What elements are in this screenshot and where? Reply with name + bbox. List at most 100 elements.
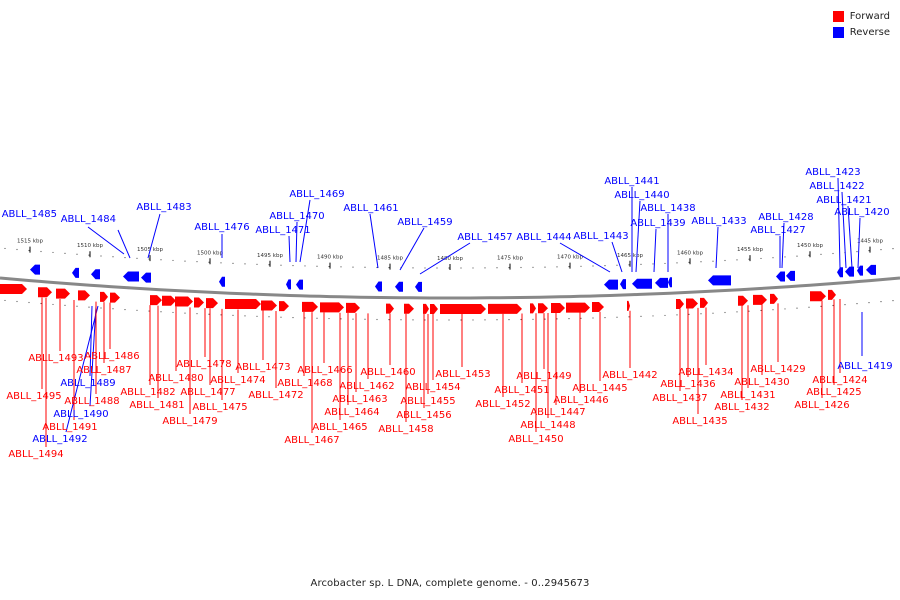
leader-line xyxy=(559,242,611,273)
gene-label: ABLL_1482 xyxy=(120,387,175,398)
reverse-gene-arrow xyxy=(786,270,795,281)
gene-label: ABLL_1438 xyxy=(640,203,695,214)
gene-label: ABLL_1472 xyxy=(248,390,303,401)
scale-dot xyxy=(856,251,858,253)
legend-swatch-reverse xyxy=(832,27,844,38)
leader-line xyxy=(89,305,93,377)
scale-dot xyxy=(64,252,66,254)
gene-label: ABLL_1433 xyxy=(691,216,746,227)
scale-dot xyxy=(376,318,378,321)
forward-gene-arrow xyxy=(175,296,193,307)
gene-label: ABLL_1452 xyxy=(475,399,530,410)
leader-line xyxy=(89,305,97,407)
scale-dot xyxy=(388,319,390,321)
gene-label: ABLL_1419 xyxy=(837,361,892,372)
scale-dot xyxy=(448,319,450,321)
forward-gene-arrow xyxy=(100,291,108,302)
scale-label: 1450 kbp xyxy=(797,243,823,249)
forward-gene-arrow xyxy=(770,293,778,304)
scale-dot xyxy=(244,315,246,317)
gene-label: ABLL_1478 xyxy=(176,359,231,370)
legend-item-reverse: Reverse xyxy=(832,25,890,40)
scale-dot xyxy=(244,263,246,265)
scale-dot xyxy=(196,313,198,315)
leader-line xyxy=(653,228,657,273)
scale-dot xyxy=(640,315,642,317)
reverse-gene-arrow xyxy=(123,271,139,282)
forward-gene-arrow xyxy=(225,299,261,309)
scale-dot xyxy=(880,249,882,251)
scale-dot xyxy=(100,307,102,309)
scale-dot xyxy=(724,311,726,314)
reverse-gene-arrow xyxy=(375,281,382,292)
scale-dot xyxy=(28,249,30,252)
gene-label: ABLL_1449 xyxy=(516,371,571,382)
scale-dot xyxy=(352,266,354,268)
forward-gene-arrow xyxy=(162,295,176,306)
reverse-gene-arrow xyxy=(776,271,785,282)
scale-dot xyxy=(820,305,822,308)
forward-gene-arrow xyxy=(488,303,522,314)
scale-dot xyxy=(256,315,258,317)
scale-label: 1510 kbp xyxy=(77,243,103,249)
scale-dot xyxy=(328,265,330,268)
reverse-gene-arrow xyxy=(632,278,652,289)
scale-label: 1495 kbp xyxy=(257,253,283,259)
scale-dot xyxy=(40,302,42,305)
scale-dot xyxy=(808,306,810,308)
leader-line xyxy=(87,226,125,255)
forward-gene-arrow xyxy=(676,298,684,309)
gene-label: ABLL_1447 xyxy=(530,407,585,418)
scale-dot xyxy=(760,257,762,260)
scale-label: 1480 kbp xyxy=(437,256,463,262)
gene-label: ABLL_1427 xyxy=(750,225,805,236)
gene-label: ABLL_1429 xyxy=(750,364,805,375)
scale-dot xyxy=(148,310,150,312)
scale-dot xyxy=(364,266,366,268)
gene-label: ABLL_1424 xyxy=(812,375,867,386)
forward-gene-arrow xyxy=(592,302,604,313)
scale-dot xyxy=(892,300,894,302)
reverse-gene-arrow xyxy=(857,265,863,276)
forward-gene-arrow xyxy=(753,294,767,305)
forward-gene-arrow xyxy=(566,302,590,313)
scale-dot xyxy=(268,316,270,318)
gene-label: ABLL_1445 xyxy=(572,383,627,394)
scale-dot xyxy=(412,319,414,321)
leader-line xyxy=(635,200,641,273)
gene-label: ABLL_1420 xyxy=(834,207,889,218)
scale-dot xyxy=(436,319,438,321)
scale-dot xyxy=(556,318,558,320)
gene-label: ABLL_1440 xyxy=(614,190,669,201)
reverse-gene-arrow xyxy=(708,275,731,286)
gene-label: ABLL_1460 xyxy=(360,367,415,378)
scale-dot xyxy=(748,258,750,260)
scale-dot xyxy=(112,308,114,310)
legend-item-forward: Forward xyxy=(832,9,890,24)
scale-dot xyxy=(16,248,18,251)
scale-dot xyxy=(676,262,678,264)
scale-label: 1445 kbp xyxy=(857,239,883,245)
gene-label: ABLL_1471 xyxy=(255,225,310,236)
scale-dot xyxy=(592,265,594,267)
scale-dot xyxy=(436,267,438,269)
scale-label: 1485 kbp xyxy=(377,256,403,262)
gene-label: ABLL_1421 xyxy=(816,195,871,206)
scale-dot xyxy=(652,263,654,265)
scale-dot xyxy=(220,314,222,316)
scale-dot xyxy=(208,261,210,263)
scale-dot xyxy=(124,256,126,259)
forward-gene-arrow xyxy=(110,292,120,303)
leader-line xyxy=(295,221,298,263)
scale-dot xyxy=(700,261,702,263)
scale-dot xyxy=(208,313,210,315)
gene-label: ABLL_1475 xyxy=(192,402,247,413)
legend: Forward Reverse xyxy=(832,9,890,41)
gene-label: ABLL_1439 xyxy=(630,218,685,229)
scale-dot xyxy=(76,305,78,307)
scale-dot xyxy=(532,266,534,268)
gene-label: ABLL_1473 xyxy=(235,362,290,373)
forward-gene-arrow xyxy=(78,290,90,301)
